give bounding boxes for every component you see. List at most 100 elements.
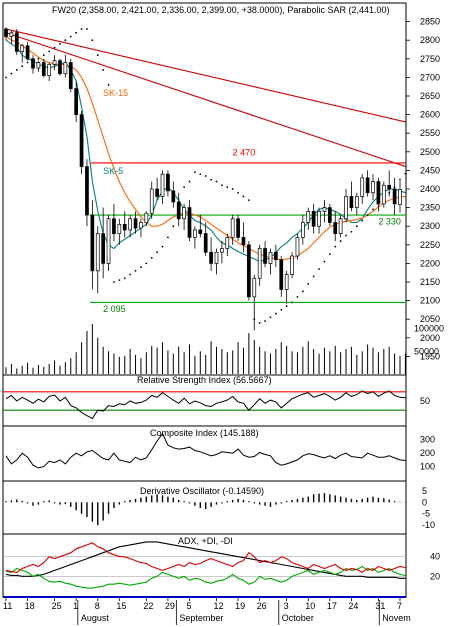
- sar-dot: [194, 171, 196, 174]
- sar-dot: [80, 28, 83, 30]
- candle-body: [290, 255, 294, 275]
- candle-body: [90, 214, 95, 272]
- candle-body: [327, 207, 332, 223]
- candle-body: [306, 210, 311, 223]
- sar-dot: [242, 195, 245, 198]
- candle-body: [74, 88, 79, 115]
- sar-dot: [140, 266, 142, 269]
- candle-body: [209, 251, 213, 264]
- time-tick-label: 15: [116, 601, 126, 611]
- price-tick-label: 2150: [420, 277, 440, 287]
- candle-body: [182, 207, 186, 220]
- candle-body: [160, 173, 165, 197]
- candle-body: [371, 181, 375, 194]
- sar-dot: [48, 50, 51, 53]
- sar-dot: [183, 186, 186, 189]
- price-tick-label: 2300: [420, 221, 440, 231]
- time-tick-label: 8: [95, 601, 100, 611]
- price-tick-label: 2550: [420, 128, 440, 138]
- month-label: Novem: [382, 613, 411, 623]
- price-tick-label: 2350: [420, 203, 440, 213]
- candle-body: [117, 223, 122, 234]
- sar-dot: [69, 35, 72, 38]
- month-label: October: [282, 613, 314, 623]
- sar-dot: [296, 295, 299, 298]
- candle-body: [58, 60, 62, 75]
- sar-dot: [258, 322, 261, 324]
- sar-dot: [404, 172, 407, 175]
- sar-dot: [150, 256, 153, 259]
- composite-tick-label: 300: [420, 435, 435, 445]
- candle-body: [128, 218, 132, 231]
- time-tick-label: 17: [327, 601, 337, 611]
- candle-body: [387, 184, 392, 190]
- price-tick-label: 2600: [420, 110, 440, 120]
- price-tick-label: 2250: [420, 240, 440, 250]
- sar-dot: [361, 219, 364, 222]
- price-tick-label: 2100: [420, 296, 440, 306]
- candle-body: [344, 196, 348, 220]
- price-annotation: 2 095: [103, 304, 126, 314]
- sar-dot: [188, 180, 191, 183]
- time-tick-label: 1: [73, 601, 78, 611]
- candle-body: [349, 196, 354, 208]
- candle-body: [166, 173, 170, 192]
- candle-body: [63, 62, 68, 75]
- price-tick-label: 2650: [420, 91, 440, 101]
- sar-dot: [312, 275, 315, 278]
- time-tick-label: 25: [52, 601, 62, 611]
- candle-body: [95, 233, 100, 272]
- volume-tick-label: 50000: [414, 346, 439, 356]
- composite-panel-title: Composite Index (145.188): [150, 428, 259, 438]
- derivative-tick-label: 5: [422, 486, 427, 496]
- time-tick-label: 11: [3, 601, 12, 611]
- candle-body: [225, 237, 230, 249]
- candle-body: [133, 218, 138, 229]
- candle-body: [4, 28, 8, 37]
- sar-dot: [285, 305, 288, 308]
- candle-body: [176, 201, 181, 220]
- price-tick-label: 2850: [420, 17, 440, 27]
- sar-dot: [264, 320, 266, 322]
- time-tick-label: 19: [235, 601, 245, 611]
- sar-dot: [366, 214, 369, 216]
- candle-body: [247, 244, 251, 298]
- candle-body: [171, 190, 176, 203]
- sar-dot: [328, 253, 331, 256]
- sar-dot: [269, 316, 272, 319]
- time-tick-label: 26: [257, 601, 267, 611]
- candle-body: [79, 114, 84, 168]
- sar-dot: [274, 312, 277, 315]
- candle-body: [203, 233, 208, 253]
- sar-dot: [280, 309, 283, 311]
- sar-dot: [10, 72, 13, 75]
- candle-body: [365, 177, 370, 194]
- candle-body: [268, 251, 273, 264]
- candle-body: [279, 259, 284, 290]
- time-tick-label: 29: [165, 601, 175, 611]
- candle-body: [322, 207, 327, 212]
- sar-dot: [59, 43, 61, 45]
- sar-dot: [237, 191, 239, 194]
- candle-body: [300, 222, 305, 238]
- trend-line: [5, 32, 407, 168]
- candle-body: [398, 189, 402, 205]
- sar-dot: [91, 39, 94, 42]
- sar-dot: [96, 54, 99, 56]
- sar-dot: [102, 69, 105, 71]
- candle-body: [36, 62, 41, 69]
- derivative-tick-label: -10: [422, 520, 435, 530]
- sar-dot: [26, 61, 29, 64]
- candle-body: [284, 274, 289, 290]
- candle-body: [193, 229, 197, 238]
- sar-dot: [210, 178, 212, 181]
- sar-dot: [345, 234, 347, 237]
- candle-body: [144, 212, 149, 223]
- time-tick-label: 3: [284, 601, 289, 611]
- sar-dot: [53, 46, 56, 49]
- month-label: August: [81, 613, 110, 623]
- sar-dot: [5, 76, 7, 79]
- price-panel-title: FW20 (2,358.00, 2,421.00, 2,336.00, 2,39…: [52, 5, 389, 15]
- sar-dot: [113, 281, 115, 283]
